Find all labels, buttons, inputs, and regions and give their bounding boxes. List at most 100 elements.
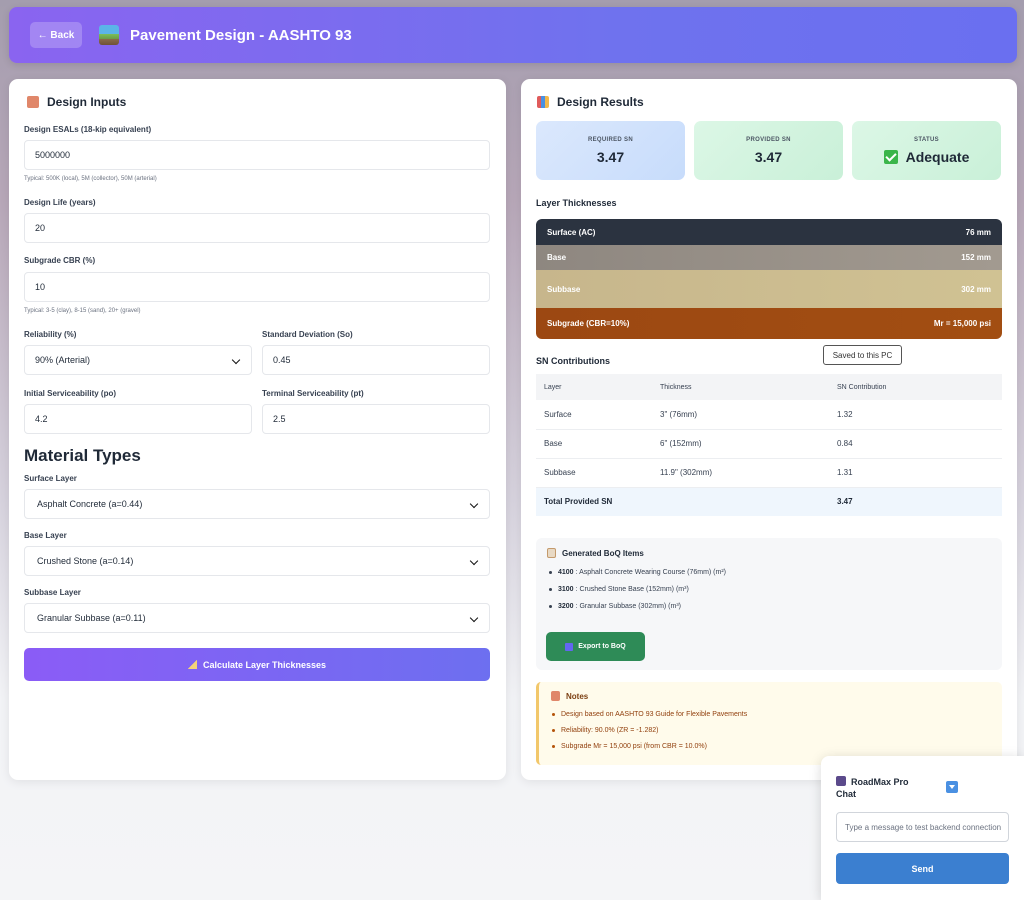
status-text: Adequate	[905, 148, 970, 165]
status-value: Adequate	[883, 148, 970, 165]
note-text: Design based on AASHTO 93 Guide for Flex…	[561, 711, 748, 718]
design-life-input[interactable]: 20	[24, 213, 490, 243]
required-sn-card: REQUIRED SN 3.47	[536, 121, 685, 180]
bullet-icon	[552, 729, 555, 732]
reliability-select[interactable]: 90% (Arterial)	[24, 345, 252, 375]
notes-section: Notes Design based on AASHTO 93 Guide fo…	[536, 682, 1002, 765]
column-header-layer: Layer	[536, 374, 652, 400]
layer-name: Base	[547, 253, 567, 262]
material-types-heading: Material Types	[24, 446, 141, 465]
boq-item-code: 3200	[558, 603, 574, 610]
boq-item-text: : Crushed Stone Base (152mm) (m³)	[575, 586, 689, 593]
chat-widget: RoadMax Pro Chat Type a message to test …	[821, 756, 1024, 900]
subbase-layer-value: Granular Subbase (a=0.11)	[37, 613, 146, 623]
status-label: STATUS	[914, 136, 939, 143]
layer-row-subgrade: Subgrade (CBR=10%) Mr = 15,000 psi	[536, 308, 1002, 339]
layer-value: 76 mm	[965, 227, 991, 237]
notes-heading: Notes	[551, 691, 588, 701]
note-item: Subgrade Mr = 15,000 psi (from CBR = 10.…	[552, 743, 707, 750]
calculate-button[interactable]: Calculate Layer Thicknesses	[24, 648, 490, 681]
terminal-serviceability-label: Terminal Serviceability (pt)	[262, 389, 364, 398]
table-cell: 3" (76mm)	[652, 400, 829, 430]
table-cell: 6" (152mm)	[652, 429, 829, 459]
design-inputs-heading: Design Inputs	[27, 95, 126, 109]
design-life-label: Design Life (years)	[24, 198, 96, 207]
esals-input[interactable]: 5000000	[24, 140, 490, 170]
layer-row-subbase: Subbase 302 mm	[536, 270, 1002, 308]
layer-name: Subbase	[547, 284, 581, 294]
chat-title: RoadMax Pro Chat	[836, 777, 909, 799]
provided-sn-label: PROVIDED SN	[746, 136, 791, 143]
sn-contributions-table: Layer Thickness SN Contribution Surface …	[536, 374, 1002, 516]
base-layer-select[interactable]: Crushed Stone (a=0.14)	[24, 546, 490, 576]
boq-item-code: 4100	[558, 569, 574, 576]
boq-section: Generated BoQ Items 4100 : Asphalt Concr…	[536, 538, 1002, 670]
layer-name: Subgrade (CBR=10%)	[547, 319, 630, 328]
table-header-row: Layer Thickness SN Contribution	[536, 374, 1002, 400]
export-label: Export to BoQ	[578, 643, 626, 650]
boq-item: 4100 : Asphalt Concrete Wearing Course (…	[549, 569, 726, 576]
layer-row-base: Base 152 mm	[536, 245, 1002, 270]
chat-message-input[interactable]: Type a message to test backend connectio…	[836, 812, 1009, 842]
boq-item-text: : Asphalt Concrete Wearing Course (76mm)…	[575, 569, 726, 576]
export-to-boq-button[interactable]: Export to BoQ	[546, 632, 645, 661]
column-header-sn-contribution: SN Contribution	[829, 374, 1002, 400]
subbase-layer-select[interactable]: Granular Subbase (a=0.11)	[24, 603, 490, 633]
clipboard-icon	[547, 548, 556, 558]
surface-layer-select[interactable]: Asphalt Concrete (a=0.44)	[24, 489, 490, 519]
initial-serviceability-label: Initial Serviceability (po)	[24, 389, 117, 398]
page-title: Pavement Design - AASHTO 93	[130, 26, 352, 44]
table-row: Subbase 11.9" (302mm) 1.31	[536, 458, 1002, 488]
send-button[interactable]: Send	[836, 853, 1009, 884]
layer-value: Mr = 15,000 psi	[933, 319, 991, 328]
note-text: Subgrade Mr = 15,000 psi (from CBR = 10.…	[561, 743, 707, 750]
column-header-thickness: Thickness	[652, 374, 829, 400]
table-cell: 11.9" (302mm)	[652, 458, 829, 488]
design-results-panel: Design Results REQUIRED SN 3.47 PROVIDED…	[521, 79, 1017, 780]
robot-icon	[836, 776, 846, 786]
design-results-heading: Design Results	[537, 95, 644, 109]
terminal-serviceability-input[interactable]: 2.5	[262, 404, 490, 434]
back-button[interactable]: ← Back	[30, 22, 82, 48]
layer-row-surface: Surface (AC) 76 mm	[536, 219, 1002, 245]
notes-title: Notes	[566, 691, 589, 701]
note-text: Reliability: 90.0% (ZR = -1.282)	[561, 727, 659, 734]
note-item: Design based on AASHTO 93 Guide for Flex…	[552, 711, 747, 718]
saved-tooltip: Saved to this PC	[823, 345, 902, 365]
layer-thicknesses-heading: Layer Thicknesses	[536, 198, 617, 208]
road-icon	[99, 25, 119, 45]
table-cell: 1.31	[829, 458, 1002, 488]
subbase-layer-label: Subbase Layer	[24, 588, 81, 597]
chevron-down-icon[interactable]	[946, 781, 958, 793]
table-row: Surface 3" (76mm) 1.32	[536, 400, 1002, 430]
layer-name: Surface (AC)	[547, 227, 596, 237]
base-layer-label: Base Layer	[24, 531, 67, 540]
sn-contributions-heading: SN Contributions	[536, 356, 610, 366]
table-cell: 1.32	[829, 400, 1002, 430]
surface-layer-value: Asphalt Concrete (a=0.44)	[37, 499, 143, 509]
boq-item: 3100 : Crushed Stone Base (152mm) (m³)	[549, 586, 689, 593]
design-results-title: Design Results	[557, 95, 644, 109]
reliability-value: 90% (Arterial)	[35, 355, 91, 365]
bullet-icon	[549, 605, 552, 608]
bullet-icon	[552, 713, 555, 716]
table-cell: Base	[536, 429, 652, 459]
table-cell: 0.84	[829, 429, 1002, 459]
std-dev-input[interactable]: 0.45	[262, 345, 490, 375]
provided-sn-card: PROVIDED SN 3.47	[694, 121, 843, 180]
initial-serviceability-input[interactable]: 4.2	[24, 404, 252, 434]
design-inputs-title: Design Inputs	[47, 95, 127, 109]
table-cell: Subbase	[536, 458, 652, 488]
floppy-disk-icon	[565, 642, 574, 651]
boq-heading: Generated BoQ Items	[547, 548, 644, 558]
layer-value: 152 mm	[961, 253, 991, 262]
total-value: 3.47	[829, 487, 1002, 516]
table-cell: Surface	[536, 400, 652, 430]
cbr-input[interactable]: 10	[24, 272, 490, 302]
total-label: Total Provided SN	[536, 487, 652, 516]
required-sn-label: REQUIRED SN	[588, 136, 633, 143]
required-sn-value: 3.47	[596, 148, 625, 165]
esals-label: Design ESALs (18-kip equivalent)	[24, 125, 152, 134]
table-total-row: Total Provided SN 3.47	[536, 487, 1002, 516]
surface-layer-label: Surface Layer	[24, 474, 77, 483]
